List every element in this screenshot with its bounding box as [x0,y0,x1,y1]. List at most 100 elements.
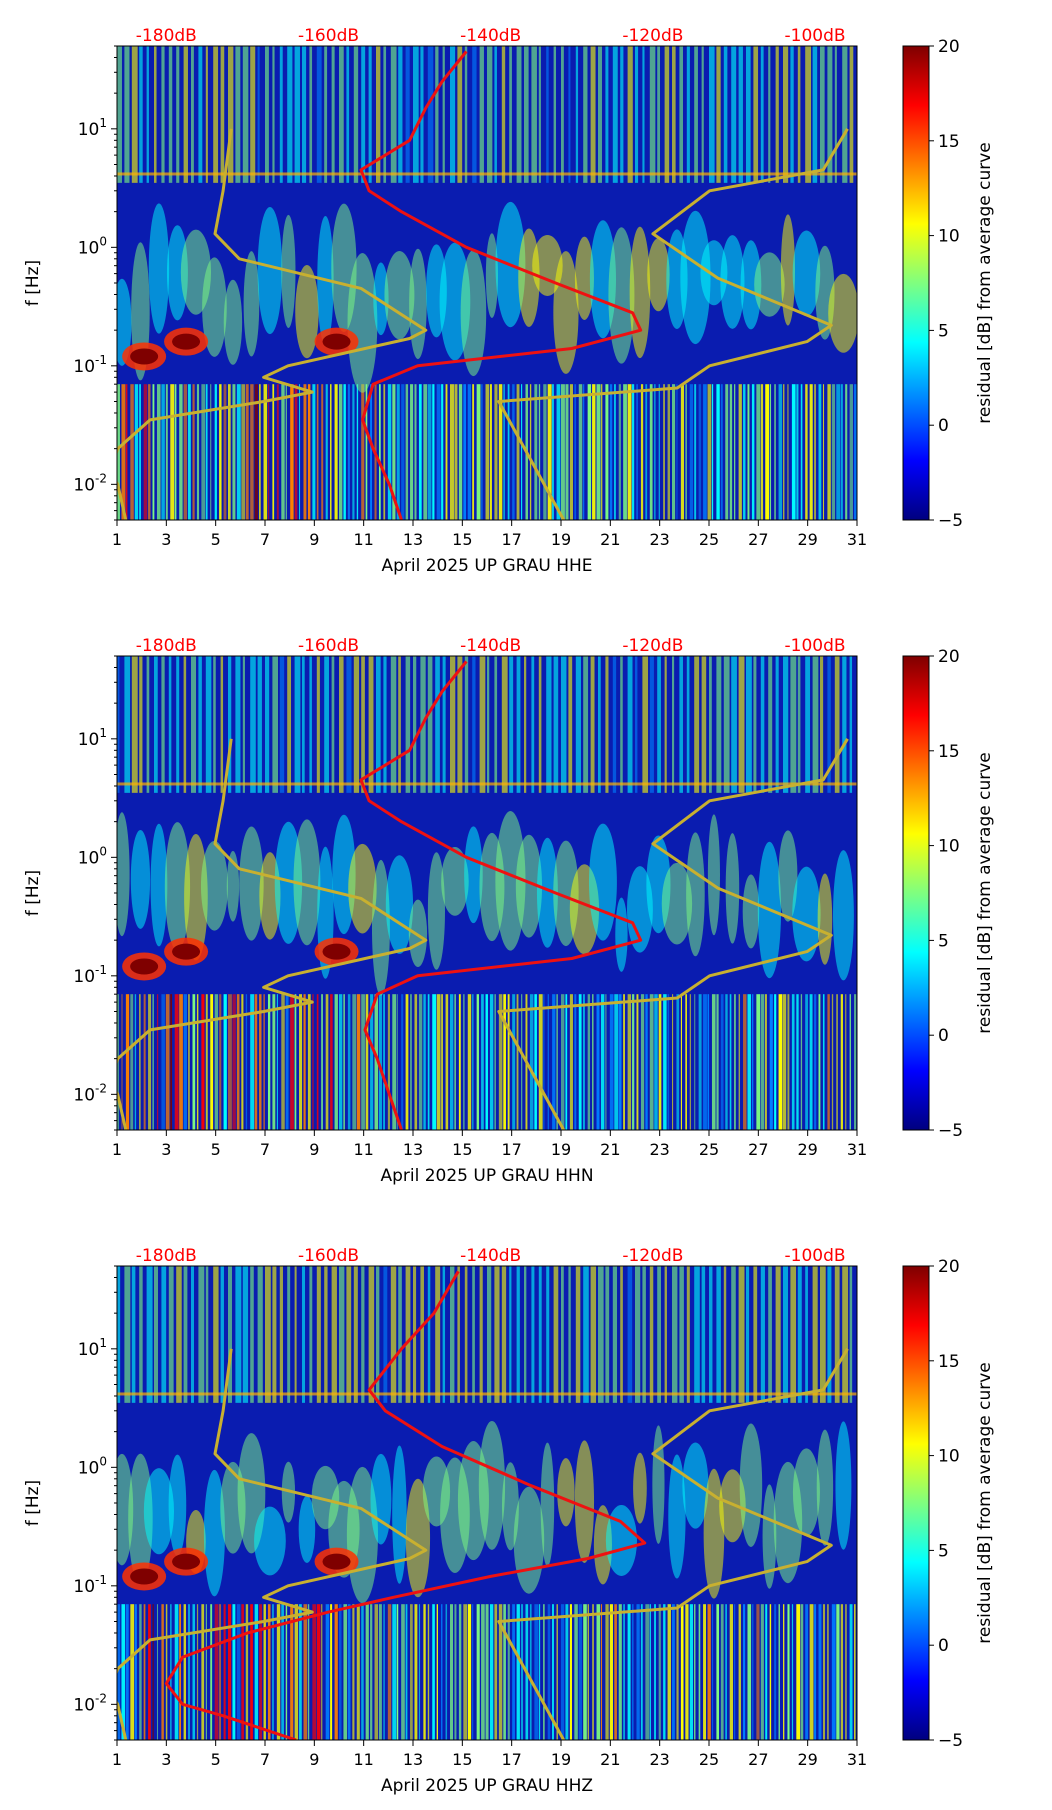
spectrogram-hotspot-core [322,333,351,350]
spectrogram-hf-stripe [242,656,245,793]
x-axis-label: April 2025 UP GRAU HHN [380,1166,593,1186]
median-psd-curve [359,660,643,1130]
spectrogram-blob [725,833,740,944]
spectrogram-stripe [725,1604,727,1740]
spectrogram-stripe [609,994,614,1130]
spectrogram-stripe [747,384,750,520]
spectrogram-hf-stripe [797,656,801,793]
spectrogram-hf-stripe [287,656,292,793]
spectrogram-hf-stripe [612,46,618,183]
spectrogram-hf-stripe [309,46,313,183]
spectrogram-blob [200,840,228,931]
median-psd-curve [164,1270,647,1740]
spectrogram-hf-stripe [731,656,737,793]
spectrogram-hf-stripe [738,46,743,183]
spectrogram-stripe [481,1604,485,1740]
spectrogram-hf-stripe [812,1266,818,1403]
spectrogram-blob [408,899,428,968]
spectrogram-stripe [254,384,259,520]
spectrogram-stripe [632,384,635,520]
spectrogram-stripe [609,384,613,520]
spectrogram-stripe [849,384,853,520]
x-tick-label: 29 [797,1140,817,1159]
spectrogram-stripe [378,384,381,520]
spectrogram-stripe [472,384,475,520]
spectrogram-stripe [787,384,789,520]
spectrogram-hband [117,172,857,176]
spectrogram-stripe [201,994,205,1130]
spectrogram-hf-stripe [686,656,690,793]
spectrogram-stripe [285,384,287,520]
spectrogram-hf-stripe [353,1266,358,1403]
noise-model-curve-nlnm [117,1348,428,1740]
y-tick-label-exp: 0 [99,234,107,248]
spectrogram-stripe [414,384,417,520]
spectrogram-stripe [365,1604,369,1740]
spectrogram-hf-stripe [679,1266,684,1403]
spectrogram-stripe [343,994,345,1130]
spectrogram-stripe [538,1604,541,1740]
spectrogram-hf-stripe [827,1266,832,1403]
spectrogram-stripe [405,1604,408,1740]
spectrogram-stripe [818,1604,822,1740]
colorbar-tick-label: 10 [938,837,960,857]
spectrogram-hf-stripe [849,1266,853,1403]
spectrogram-stripe [791,1604,794,1740]
spectrogram-stripe [392,994,397,1130]
spectrogram-hf-stripe [309,656,312,793]
spectrogram-hf-stripe [442,656,446,793]
spectrogram-hf-stripe [701,46,704,183]
spectrogram-stripe [680,1604,684,1740]
spectrogram-stripe [121,994,123,1130]
spectrogram-hotspot-core [322,943,351,960]
spectrogram-stripe [472,994,474,1130]
spectrogram-blob [720,235,745,329]
spectrogram-stripe [156,384,161,520]
x-tick-label: 11 [353,1140,373,1159]
spectrogram-hf-stripe [575,46,579,183]
spectrogram-hf-stripe [124,656,131,793]
spectrogram-stripe [552,994,556,1130]
spectrogram-stripe [307,1604,310,1740]
spectrogram-hf-stripe [834,656,840,793]
spectrogram-hf-stripe [257,46,260,183]
spectrogram-stripe [583,384,585,520]
spectrogram-blob [557,1458,575,1527]
spectrogram-hf-stripe [531,656,535,793]
spectrogram-stripe [219,994,222,1130]
spectrogram-hf-stripe [783,656,789,793]
spectrogram-stripe [450,1604,454,1740]
spectrogram-stripe [232,384,236,520]
spectrogram-stripe [494,1604,498,1740]
colorbar-tick-label: 0 [938,1636,949,1656]
spectrogram-stripe [152,994,154,1130]
spectrogram-stripe [467,994,472,1130]
x-tick-label: 31 [847,530,867,549]
spectrogram-hf-stripe [590,1266,597,1403]
spectrogram-hf-stripe [605,656,609,793]
spectrogram-stripe [547,1604,551,1740]
spectrogram-blob [168,1454,187,1556]
spectrogram-hf-stripe [183,46,188,183]
spectrogram-hotspot-core [130,958,159,975]
spectrogram-hf-stripe [383,1266,388,1403]
spectrogram-stripe [618,994,622,1130]
spectrogram-blob [608,227,635,364]
spectrogram-hf-stripe [731,46,737,183]
spectrogram-stripe [334,384,338,520]
spectrogram-stripe [556,384,561,520]
spectrogram-stripe [414,994,418,1130]
spectrogram-hf-stripe [205,1266,209,1403]
spectrogram-hf-stripe [390,1266,397,1403]
spectrogram-blob [661,862,693,945]
colorbar-tick-label: −5 [938,1731,963,1751]
colorbar-label: residual [dB] from average curve [975,1362,995,1643]
spectrogram-stripe [276,994,278,1130]
spectrogram-hf-stripe [768,46,771,183]
spectrogram-hf-stripe [139,1266,143,1403]
spectrogram-hf-stripe [450,46,456,183]
spectrogram-blob [680,210,711,345]
spectrogram-hf-stripe [168,656,172,793]
spectrogram-stripe [387,384,392,520]
